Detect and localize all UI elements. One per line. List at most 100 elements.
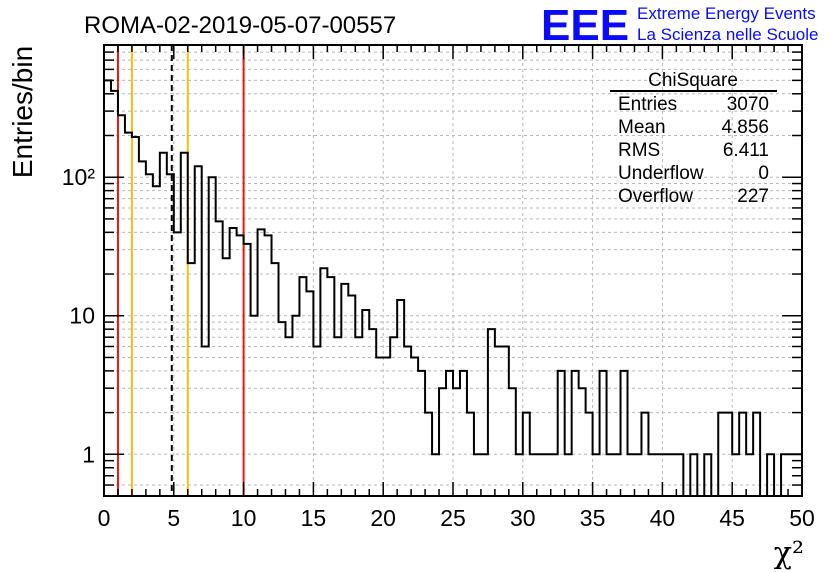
histogram-bin [634, 454, 641, 496]
histogram-bin [104, 80, 111, 496]
stats-value: 227 [737, 186, 769, 207]
x-tick-label: 40 [650, 505, 676, 531]
histogram-bin [181, 153, 188, 496]
histogram-bin [509, 388, 516, 496]
histogram-bin [160, 153, 167, 496]
histogram-bin [153, 186, 160, 496]
histogram-bin [718, 413, 725, 496]
histogram-bin [565, 454, 572, 496]
y-tick-label: 10² [62, 164, 96, 190]
histogram-bin [704, 454, 711, 496]
histogram-bin [614, 454, 621, 496]
stats-value: 4.856 [721, 117, 769, 138]
histogram-bin [251, 316, 258, 496]
histogram-bin [244, 244, 251, 496]
histogram-bin [732, 454, 739, 496]
histogram-bin [600, 371, 607, 496]
histogram-bin [146, 174, 153, 496]
histogram-bin [551, 454, 558, 496]
histogram-bin [265, 235, 272, 496]
histogram-bin [174, 232, 181, 496]
histogram-bin [467, 413, 474, 496]
x-axis-title: χ² [774, 536, 804, 571]
histogram-bin [558, 371, 565, 496]
histogram-bin [676, 454, 683, 496]
stats-box: ChiSquare Entries 3070 Mean 4.856 RMS 6.… [610, 70, 777, 207]
stats-row: Entries 3070 [618, 94, 769, 115]
histogram-bin [460, 371, 467, 496]
x-tick-label: 10 [231, 505, 257, 531]
x-tick-label: 30 [510, 505, 536, 531]
histogram-bin [216, 221, 223, 496]
histogram-bin [641, 413, 648, 496]
stats-label: Overflow [618, 186, 693, 207]
stats-row: RMS 6.411 [618, 140, 769, 161]
stats-value: 0 [758, 163, 769, 184]
histogram-bin [739, 413, 746, 496]
y-tick-labels: 1 10 10² [62, 164, 96, 467]
eee-logo: EEE Extreme Energy Events La Scienza nel… [541, 1, 818, 50]
histogram-bin [132, 137, 139, 496]
histogram-bin [474, 454, 481, 496]
histogram-bin [648, 454, 655, 496]
histogram-bin [334, 337, 341, 496]
y-tick-label: 1 [82, 441, 95, 467]
histogram-bin [781, 454, 788, 496]
histogram-bin [439, 388, 446, 496]
histogram-bin [404, 346, 411, 496]
x-tick-label: 35 [580, 505, 606, 531]
histogram-bin [306, 291, 313, 496]
histogram-bin [223, 258, 230, 496]
histogram-bin [523, 413, 530, 496]
x-tick-label: 45 [719, 505, 745, 531]
histogram-bin [383, 357, 390, 496]
histogram-bin [621, 371, 628, 496]
histogram-bin [362, 310, 369, 496]
x-tick-label: 25 [440, 505, 466, 531]
histogram-bin [111, 91, 118, 496]
histogram-bin [237, 235, 244, 496]
histogram-bin [355, 337, 362, 496]
histogram-bin [488, 329, 495, 496]
histogram-bin [167, 174, 174, 496]
histogram-bin [299, 277, 306, 496]
histogram-bin [481, 454, 488, 496]
histogram-bin [258, 229, 265, 496]
histogram-bin [690, 454, 697, 496]
histogram-bin [139, 161, 146, 496]
histogram-bin [593, 454, 600, 496]
histogram-bin [390, 337, 397, 496]
logo-line-1: Extreme Energy Events [637, 4, 816, 23]
histogram-bin [537, 454, 544, 496]
histogram-bin [725, 413, 732, 496]
axis-ticks [103, 45, 803, 496]
logo-line-2: La Scienza nelle Scuole [637, 25, 818, 44]
y-tick-label: 10 [69, 303, 95, 329]
histogram-bin [425, 413, 432, 496]
histogram [103, 79, 802, 497]
histogram-bin [397, 300, 404, 496]
histogram-bin [202, 346, 209, 496]
histogram-bin [495, 346, 502, 496]
stats-row: Overflow 227 [618, 186, 769, 207]
histogram-bin [655, 454, 662, 496]
x-tick-label: 0 [98, 505, 111, 531]
histogram-bin [327, 277, 334, 496]
stats-label: Mean [618, 117, 666, 138]
histogram-bin [579, 388, 586, 496]
histogram-bin [418, 371, 425, 496]
stats-title: ChiSquare [648, 70, 738, 91]
x-tick-label: 15 [301, 505, 327, 531]
histogram-bin [669, 454, 676, 496]
histogram-bin [188, 263, 195, 496]
histogram-bin [376, 357, 383, 496]
histogram-bin [125, 133, 132, 496]
histogram-bin [118, 115, 125, 496]
histogram-bin [230, 228, 237, 496]
run-title: ROMA-02-2019-05-07-00557 [84, 12, 396, 39]
marker-lines [116, 45, 245, 496]
x-tick-label: 50 [789, 505, 815, 531]
histogram-bin [586, 413, 593, 496]
histogram-bin [607, 454, 614, 496]
histogram-bin [272, 263, 279, 496]
